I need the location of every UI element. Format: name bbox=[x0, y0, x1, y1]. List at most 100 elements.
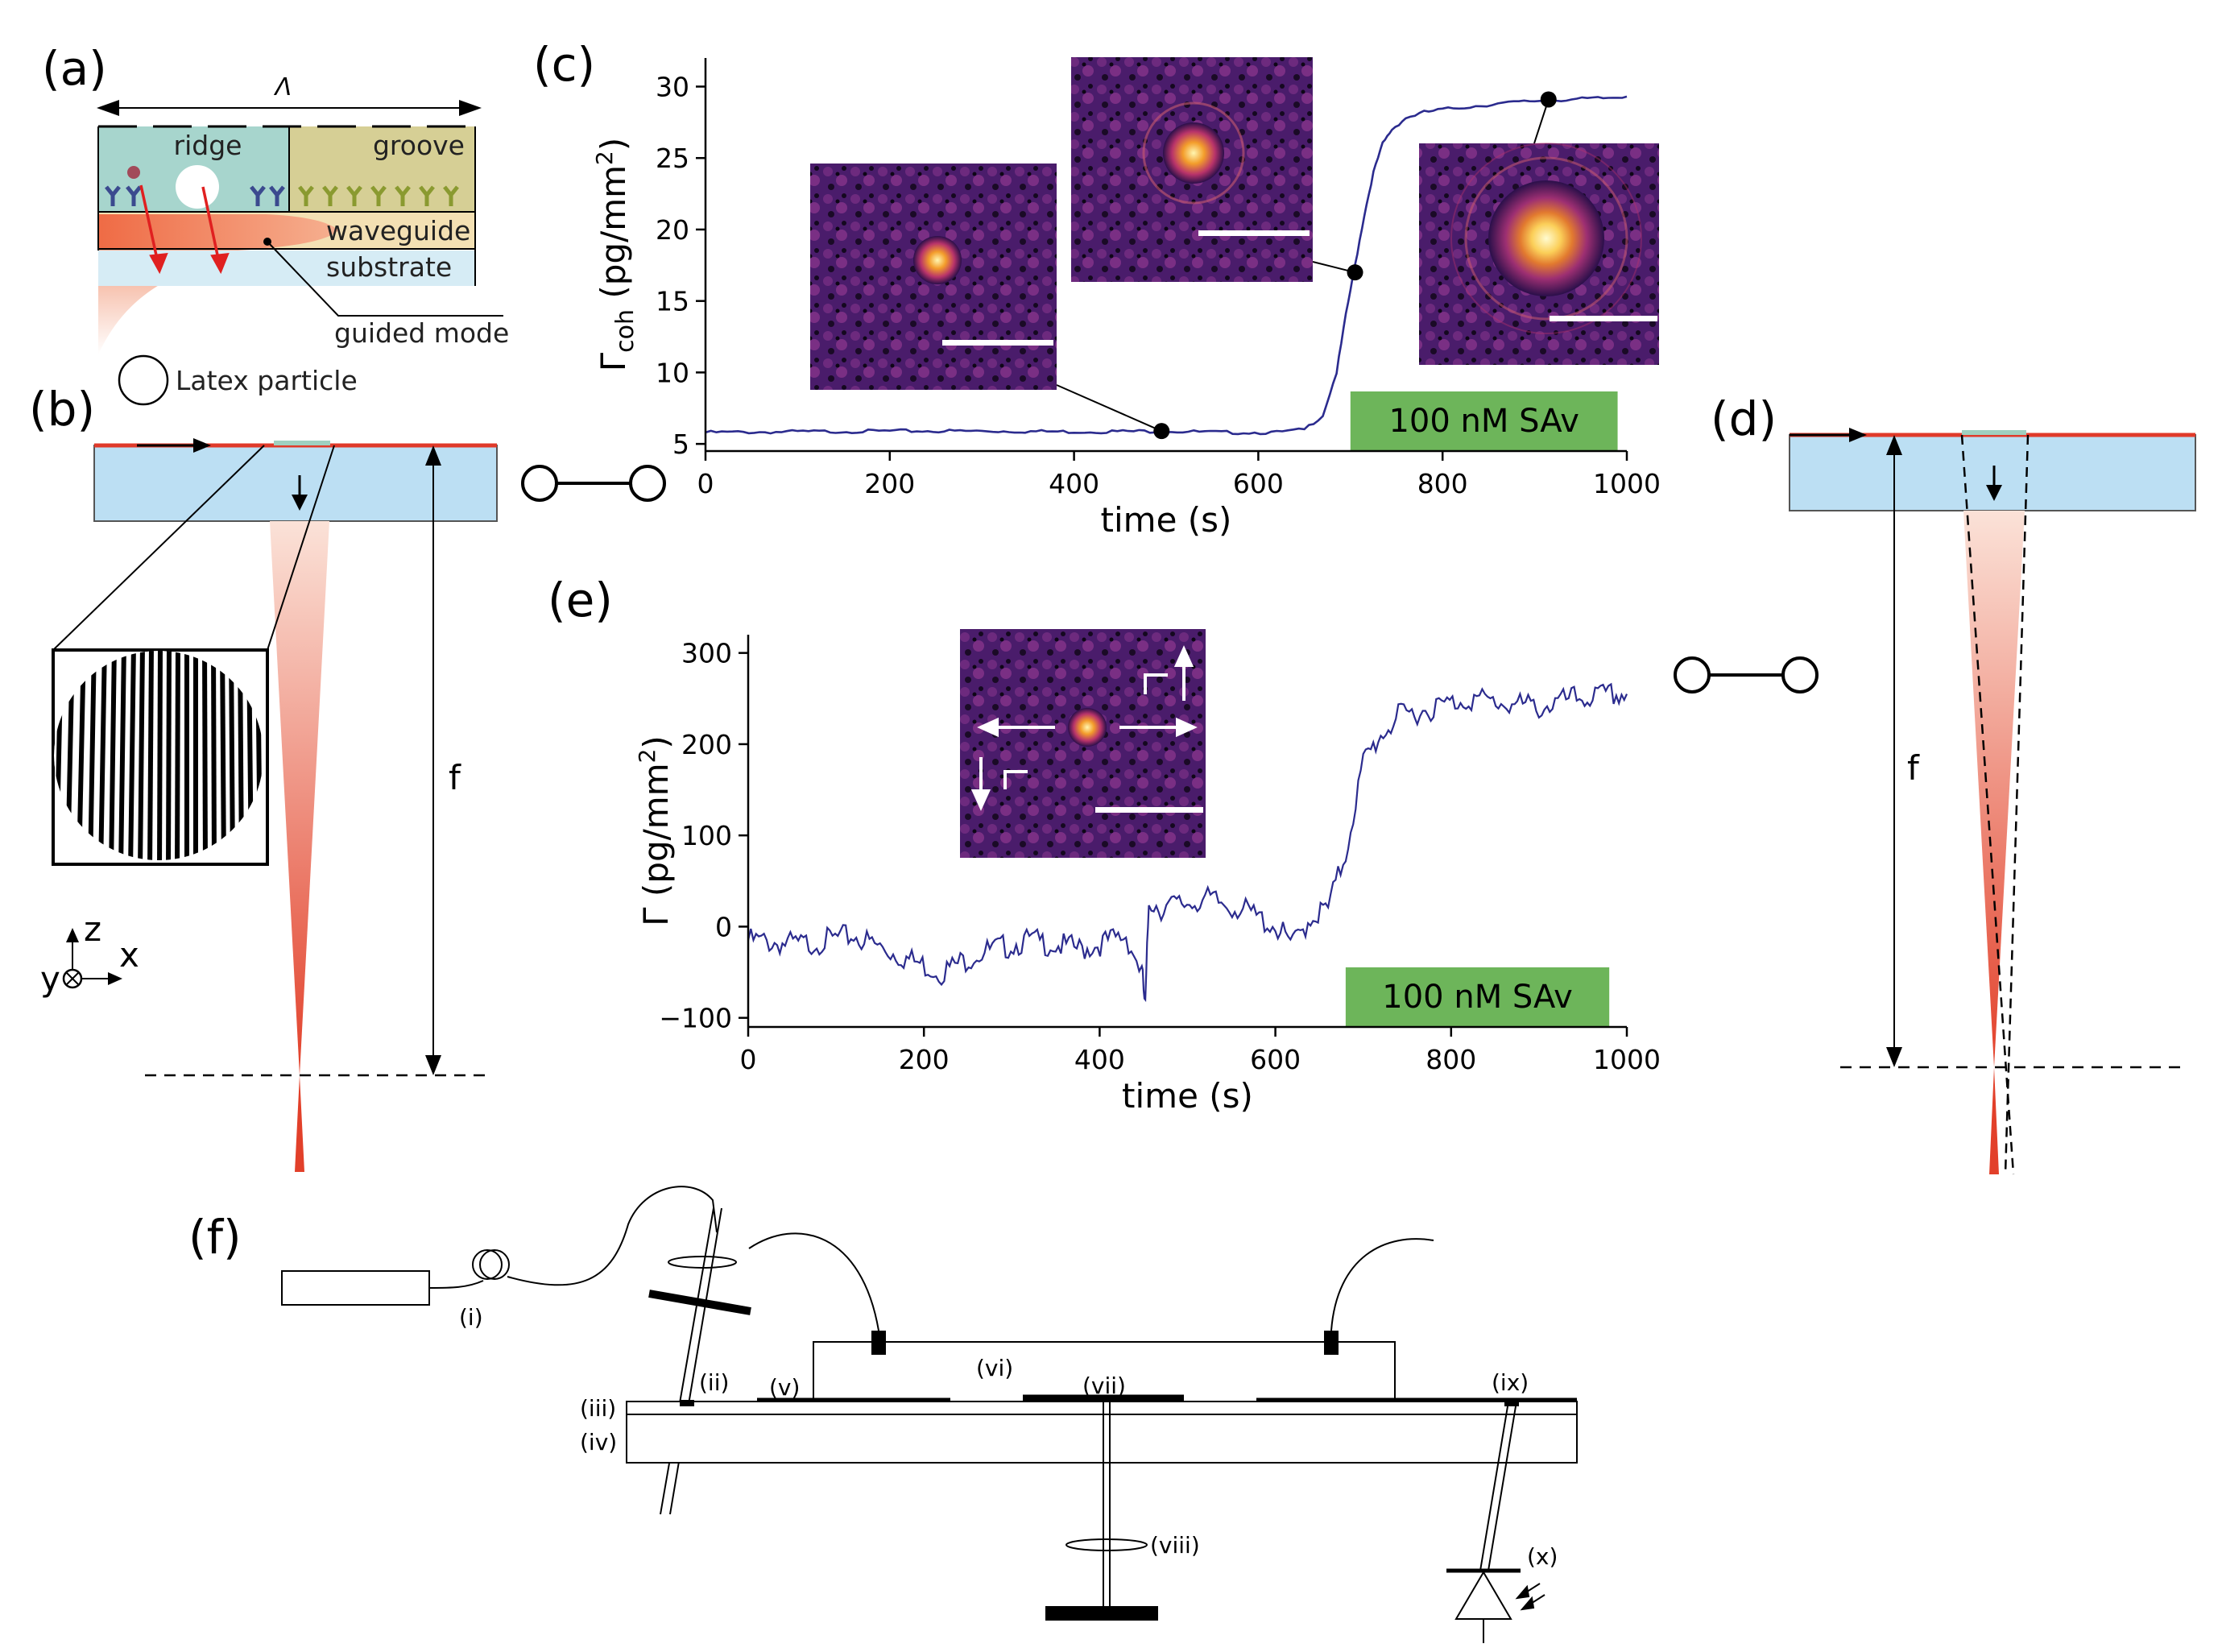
data-marker-c bbox=[1540, 91, 1557, 108]
panel-f: (f) bbox=[188, 1186, 1578, 1643]
label-vii: (vii) bbox=[1082, 1373, 1126, 1399]
label-iv: (iv) bbox=[580, 1429, 617, 1455]
connector-icon-right bbox=[1674, 656, 1819, 694]
axis-y-label: y bbox=[40, 959, 60, 999]
down-arrow-d-head bbox=[1986, 485, 2002, 501]
scattering-arrows bbox=[139, 184, 230, 275]
chirped-grating-pattern bbox=[54, 651, 263, 860]
guided-mode-profile bbox=[98, 214, 338, 248]
y-tick-label-e: −100 bbox=[659, 1003, 732, 1034]
x-tick-label-c: 600 bbox=[1233, 468, 1284, 499]
x-tick-label-e: 0 bbox=[740, 1044, 757, 1075]
x-tick-label-e: 600 bbox=[1250, 1044, 1301, 1075]
connector-icon-left bbox=[521, 465, 666, 502]
inset-c2 bbox=[1071, 57, 1313, 282]
camera-sensor bbox=[1045, 1606, 1158, 1621]
label-vi: (vi) bbox=[976, 1355, 1013, 1381]
focusing-beam-d bbox=[1963, 511, 2025, 1067]
x-tick-label-e: 800 bbox=[1425, 1044, 1476, 1075]
label-ii: (ii) bbox=[699, 1369, 729, 1396]
y-tick-label-c: 25 bbox=[656, 143, 689, 174]
guided-mode-label: guided mode bbox=[334, 317, 509, 349]
x-tick-label-c: 1000 bbox=[1593, 468, 1661, 499]
input-beam-2 bbox=[669, 1207, 722, 1515]
inset-c1 bbox=[810, 164, 1057, 390]
diverging-beam-d bbox=[1989, 1067, 1999, 1174]
label-viii: (viii) bbox=[1150, 1532, 1200, 1559]
inset-c3 bbox=[1419, 143, 1659, 365]
panel-b-label: (b) bbox=[29, 382, 95, 437]
fiber-a bbox=[428, 1280, 484, 1289]
outlet-tube bbox=[1330, 1238, 1434, 1331]
flow-cell bbox=[813, 1341, 1396, 1402]
tilted-beam-left bbox=[1960, 434, 2015, 1175]
y-tick-label-c: 15 bbox=[656, 286, 689, 317]
fiber-coil-1 bbox=[472, 1249, 503, 1280]
y-tick-label-e: 100 bbox=[681, 820, 732, 851]
x-tick-label-c: 200 bbox=[864, 468, 915, 499]
x-tick-label-c: 800 bbox=[1417, 468, 1468, 499]
chart-e: 100 nM SAv 0 200 400 600 800 1000 −100 0 100 200 30… bbox=[634, 635, 1661, 1116]
output-beam-1 bbox=[1479, 1406, 1508, 1571]
focal-label-d: f bbox=[1907, 748, 1920, 788]
panel-c: (c) 100 nM SAv 0 200 400 600 800 1000 5 10 15 20 25… bbox=[533, 37, 1661, 540]
panel-d-label: (d) bbox=[1711, 391, 1777, 446]
panel-e-label: (e) bbox=[548, 573, 613, 627]
x-tick-label-e: 200 bbox=[899, 1044, 950, 1075]
laser-source bbox=[281, 1270, 430, 1306]
y-tick-label-e: 0 bbox=[715, 911, 732, 942]
x-tick-label-c: 0 bbox=[697, 468, 714, 499]
period-arrow-left-head bbox=[97, 100, 119, 116]
antibodies-ridge bbox=[105, 166, 285, 206]
flow-cell-inlet bbox=[871, 1331, 886, 1355]
grating-coupler-d bbox=[1962, 430, 2026, 435]
label-iii: (iii) bbox=[580, 1395, 616, 1422]
panel-e: (e) 100 nM SAv 0 200 400 600 800 1000 −100 0 100 2… bbox=[548, 573, 1661, 1116]
latex-legend-label: Latex particle bbox=[176, 365, 358, 396]
axis-x-label: x bbox=[119, 935, 139, 975]
guided-arrow-b-head bbox=[193, 438, 211, 453]
latex-legend-icon bbox=[118, 354, 169, 406]
panel-b: (b) f bbox=[29, 382, 498, 1172]
substrate-label: substrate bbox=[326, 251, 452, 283]
groove-label: groove bbox=[373, 130, 465, 161]
diverging-beam-b bbox=[295, 1075, 304, 1172]
y-axis-label-c: Γcoh (pg/mm2) bbox=[591, 138, 639, 372]
panel-a-label: (a) bbox=[42, 41, 107, 96]
data-marker-c bbox=[1347, 264, 1363, 281]
waveguide-film bbox=[626, 1401, 1578, 1415]
y-tick-label-c: 5 bbox=[672, 429, 689, 460]
trace-e bbox=[747, 682, 1628, 1003]
output-beam-2 bbox=[1488, 1406, 1517, 1571]
inlet-tube bbox=[748, 1232, 879, 1331]
sav-badge-text-c: 100 nM SAv bbox=[1388, 403, 1579, 440]
panel-a: (a) Λ ridge groove waveguide bbox=[42, 41, 509, 406]
x-axis-label-e: time (s) bbox=[1122, 1076, 1253, 1116]
x-tick-label-c: 400 bbox=[1049, 468, 1099, 499]
x-axis-label-c: time (s) bbox=[1101, 500, 1232, 540]
panel-c-label: (c) bbox=[533, 37, 595, 92]
glass-substrate bbox=[626, 1414, 1578, 1464]
input-polarizer bbox=[648, 1290, 751, 1315]
label-ix: (ix) bbox=[1492, 1369, 1529, 1396]
y-tick-label-c: 10 bbox=[656, 357, 689, 388]
guided-mode-leader bbox=[267, 241, 503, 317]
label-x: (x) bbox=[1527, 1543, 1558, 1570]
guided-arrow-d-head bbox=[1849, 428, 1867, 442]
coordinate-axes: z x y bbox=[40, 909, 139, 999]
period-arrow-right-head bbox=[459, 100, 482, 116]
axis-z-label: z bbox=[84, 909, 101, 949]
light-arrows bbox=[1515, 1583, 1545, 1611]
output-grating bbox=[1504, 1400, 1519, 1406]
groove-block bbox=[289, 126, 475, 212]
zoom-line-left bbox=[52, 445, 265, 651]
waveguide-label: waveguide bbox=[326, 215, 470, 246]
input-lens bbox=[668, 1256, 737, 1269]
y-tick-label-c: 30 bbox=[656, 71, 689, 102]
x-tick-label-e: 1000 bbox=[1593, 1044, 1661, 1075]
focal-arrow-b-bottom bbox=[425, 1055, 441, 1075]
panel-f-label: (f) bbox=[188, 1210, 242, 1265]
data-marker-c bbox=[1153, 423, 1170, 440]
zoom-line-right bbox=[267, 445, 335, 651]
